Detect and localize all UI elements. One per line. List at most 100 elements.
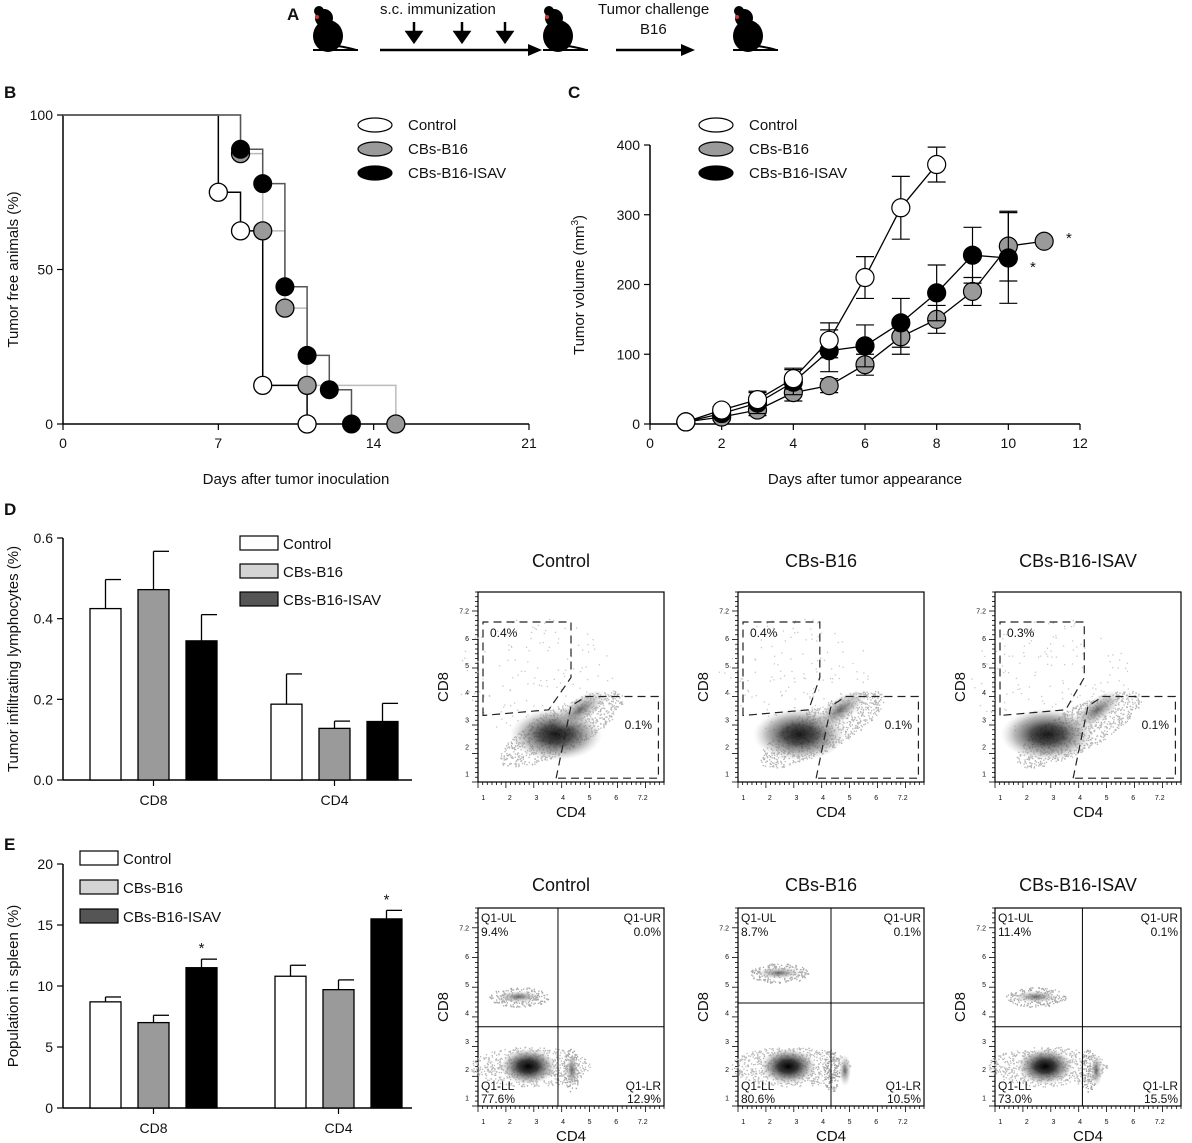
event-dot xyxy=(505,1005,508,1007)
event-dot xyxy=(488,1056,490,1059)
event-dot xyxy=(759,634,762,636)
event-dot xyxy=(729,666,731,668)
event-dot xyxy=(605,716,607,718)
event-dot xyxy=(995,650,998,653)
event-dot xyxy=(1084,685,1087,687)
event-dot xyxy=(834,674,837,676)
event-dot xyxy=(606,710,608,712)
event-dot xyxy=(1105,733,1108,735)
event-dot xyxy=(1017,684,1020,686)
event-dot xyxy=(559,1054,561,1057)
event-dot xyxy=(500,1071,503,1074)
event-dot xyxy=(489,997,492,999)
event-dot xyxy=(877,708,880,711)
event-dot xyxy=(511,646,513,648)
event-dot xyxy=(1064,625,1066,627)
event-dot xyxy=(1002,638,1004,640)
event-dot xyxy=(863,672,865,674)
event-dot xyxy=(1115,714,1118,717)
event-dot xyxy=(488,1071,490,1073)
event-dot xyxy=(579,671,582,673)
event-dot xyxy=(1076,646,1078,648)
event-dot xyxy=(1064,663,1066,666)
event-dot xyxy=(486,1069,489,1071)
event-dot xyxy=(568,1053,571,1055)
event-dot xyxy=(1038,765,1040,767)
event-dot xyxy=(861,707,864,709)
event-dot xyxy=(780,761,782,764)
event-dot xyxy=(1105,718,1107,721)
event-dot xyxy=(1120,722,1123,725)
event-dot xyxy=(1080,643,1082,645)
event-dot xyxy=(1089,745,1091,747)
event-dot xyxy=(1064,758,1066,760)
event-dot xyxy=(1134,707,1137,710)
event-dot xyxy=(1113,722,1115,724)
event-dot xyxy=(775,764,778,766)
event-dot xyxy=(493,1052,496,1055)
event-dot xyxy=(1005,709,1007,712)
event-dot xyxy=(561,1064,563,1066)
event-dot xyxy=(611,677,614,680)
event-dot xyxy=(874,694,876,696)
event-dot xyxy=(501,1000,503,1002)
event-dot xyxy=(871,718,873,720)
event-dot xyxy=(584,1069,586,1071)
event-dot xyxy=(1034,674,1036,677)
event-dot xyxy=(534,758,537,760)
event-dot xyxy=(563,673,565,675)
gate-cd8-value: 0.3% xyxy=(1007,626,1035,640)
event-dot xyxy=(877,691,880,693)
event-dot xyxy=(848,720,851,723)
x-tick-label: 21 xyxy=(521,435,537,451)
legend-swatch xyxy=(79,879,119,895)
event-dot xyxy=(771,676,773,678)
x-tick-label: 1 xyxy=(741,795,745,802)
event-dot xyxy=(582,1062,584,1064)
event-dot xyxy=(510,756,512,758)
y-tick-label: 4 xyxy=(725,690,729,697)
event-dot xyxy=(1080,684,1082,686)
event-dot xyxy=(495,1058,498,1060)
y-tick-label: 4 xyxy=(465,690,469,697)
event-dot xyxy=(849,736,851,738)
event-dot xyxy=(537,759,539,762)
event-dot xyxy=(1030,765,1032,768)
event-dot xyxy=(873,703,875,705)
event-dot xyxy=(557,642,559,644)
event-dot xyxy=(1037,761,1040,764)
event-dot xyxy=(1103,691,1105,693)
event-dot xyxy=(860,724,862,727)
y-tick-label: 3 xyxy=(465,1039,469,1046)
event-dot xyxy=(727,692,729,694)
event-dot xyxy=(523,1005,525,1007)
event-dot xyxy=(503,757,505,759)
event-dot xyxy=(513,1085,515,1087)
event-dot xyxy=(599,714,601,716)
event-dot xyxy=(526,764,528,766)
event-dot xyxy=(1140,701,1143,703)
event-dot xyxy=(838,677,841,680)
event-dot xyxy=(875,706,877,708)
event-dot xyxy=(514,763,516,765)
event-dot xyxy=(852,720,854,722)
event-dot xyxy=(499,1076,502,1078)
event-dot xyxy=(1076,655,1078,657)
event-dot xyxy=(852,733,854,735)
event-dot xyxy=(489,1070,491,1073)
event-dot xyxy=(766,756,768,758)
event-dot xyxy=(552,1084,554,1086)
event-dot xyxy=(877,702,879,704)
event-dot xyxy=(1071,756,1074,758)
x-tick-label: 3 xyxy=(535,1119,539,1126)
event-dot xyxy=(1135,706,1137,708)
event-dot xyxy=(553,1074,555,1077)
event-dot xyxy=(1070,693,1072,695)
event-dot xyxy=(560,1060,563,1062)
event-dot xyxy=(547,998,550,1001)
event-dot xyxy=(874,711,876,714)
event-dot xyxy=(866,719,868,721)
event-dot xyxy=(811,662,813,665)
event-dot xyxy=(866,691,868,693)
event-dot xyxy=(560,1052,562,1054)
